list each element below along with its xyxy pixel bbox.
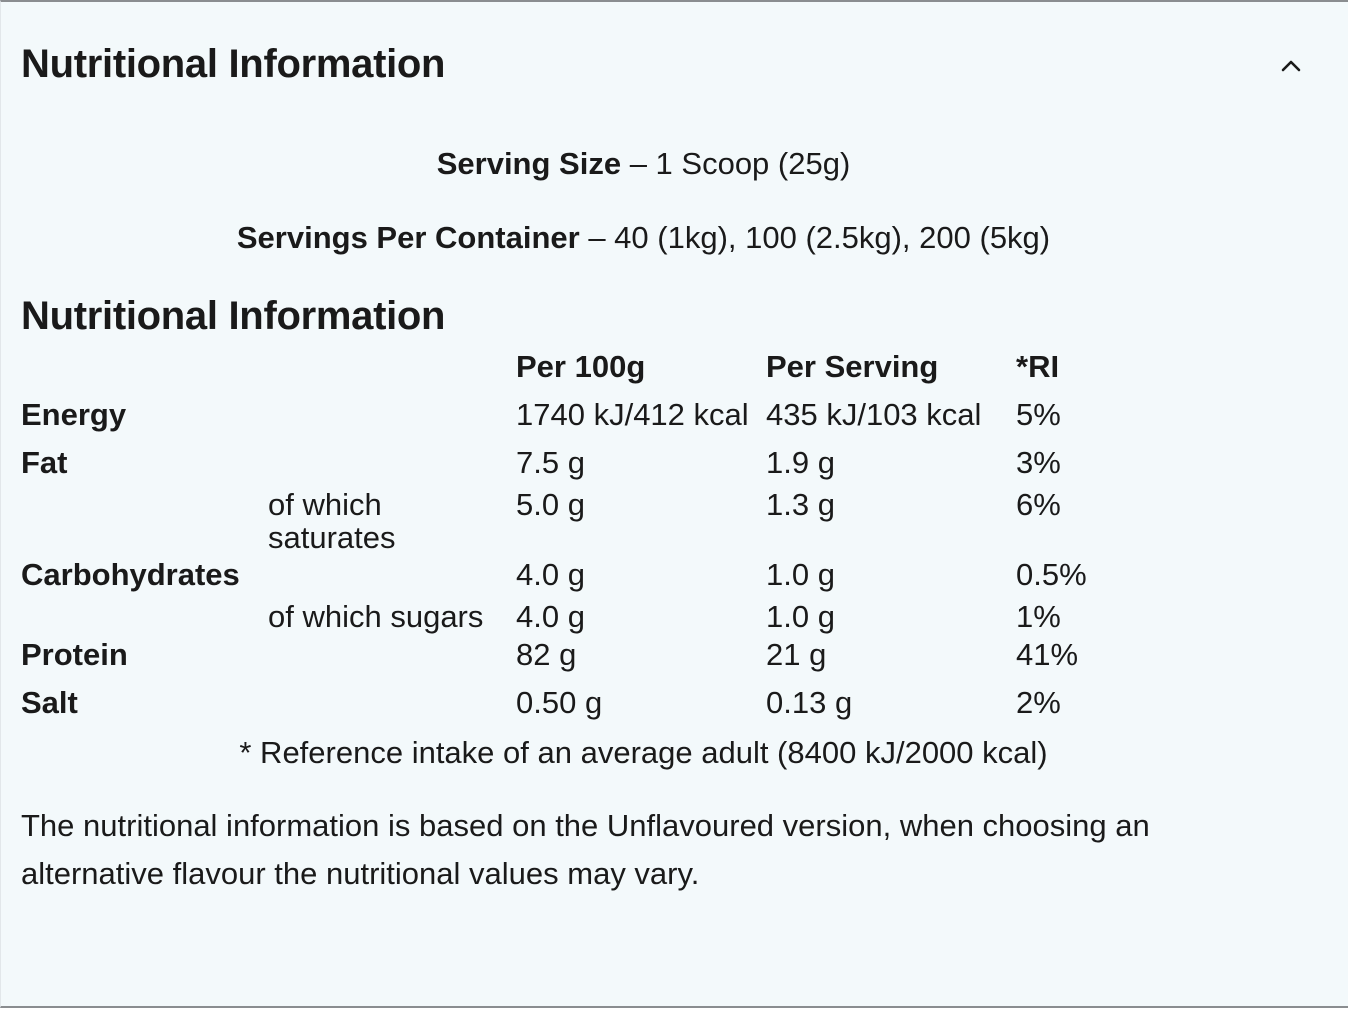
saturates-per-100g: 5.0 g xyxy=(516,487,585,522)
energy-ri: 5% xyxy=(1016,397,1061,432)
header-per-serving: Per Serving xyxy=(766,349,939,384)
row-sublabel-saturates-line2: saturates xyxy=(268,520,396,555)
row-label-energy: Energy xyxy=(21,397,127,432)
protein-per-serving: 21 g xyxy=(766,637,827,672)
row-sublabel-saturates-line1: of which xyxy=(268,487,382,522)
protein-ri: 41% xyxy=(1016,637,1079,672)
sugars-per-serving: 1.0 g xyxy=(766,599,835,634)
energy-per-serving: 435 kJ/103 kcal xyxy=(766,397,982,432)
fat-per-serving: 1.9 g xyxy=(766,445,835,480)
serving-size: Serving Size – 1 Scoop (25g) xyxy=(1,142,1286,186)
servings-per-container-value: – 40 (1kg), 100 (2.5kg), 200 (5kg) xyxy=(579,220,1051,255)
salt-ri: 2% xyxy=(1016,685,1061,720)
fat-per-100g: 7.5 g xyxy=(516,445,585,480)
table-title: Nutritional Information xyxy=(21,294,446,338)
accordion-header[interactable]: Nutritional Information xyxy=(21,40,1321,90)
sugars-ri: 1% xyxy=(1016,599,1061,634)
carbohydrates-ri: 0.5% xyxy=(1016,557,1087,592)
row-label-protein: Protein xyxy=(21,637,128,672)
header-per-100g: Per 100g xyxy=(516,349,646,384)
protein-per-100g: 82 g xyxy=(516,637,577,672)
fat-ri: 3% xyxy=(1016,445,1061,480)
ri-footnote: * Reference intake of an average adult (… xyxy=(239,735,1048,770)
carbohydrates-per-100g: 4.0 g xyxy=(516,557,585,592)
serving-size-label: Serving Size xyxy=(436,146,622,181)
salt-per-100g: 0.50 g xyxy=(516,685,603,720)
servings-per-container: Servings Per Container – 40 (1kg), 100 (… xyxy=(1,216,1286,260)
saturates-ri: 6% xyxy=(1016,487,1061,522)
accordion-title: Nutritional Information xyxy=(21,42,446,86)
header-ri: *RI xyxy=(1016,349,1060,384)
saturates-per-serving: 1.3 g xyxy=(766,487,835,522)
row-sublabel-sugars: of which sugars xyxy=(268,599,484,634)
energy-per-100g: 1740 kJ/412 kcal xyxy=(516,397,749,432)
salt-per-serving: 0.13 g xyxy=(766,685,853,720)
sugars-per-100g: 4.0 g xyxy=(516,599,585,634)
row-label-salt: Salt xyxy=(21,685,78,720)
chevron-up-icon[interactable] xyxy=(1279,54,1303,78)
row-label-fat: Fat xyxy=(21,445,68,480)
carbohydrates-per-serving: 1.0 g xyxy=(766,557,835,592)
flavour-disclaimer: The nutritional information is based on … xyxy=(21,808,1150,891)
row-label-carbohydrates: Carbohydrates xyxy=(21,557,240,592)
serving-size-value: – 1 Scoop (25g) xyxy=(621,146,851,181)
servings-per-container-label: Servings Per Container xyxy=(236,220,580,255)
